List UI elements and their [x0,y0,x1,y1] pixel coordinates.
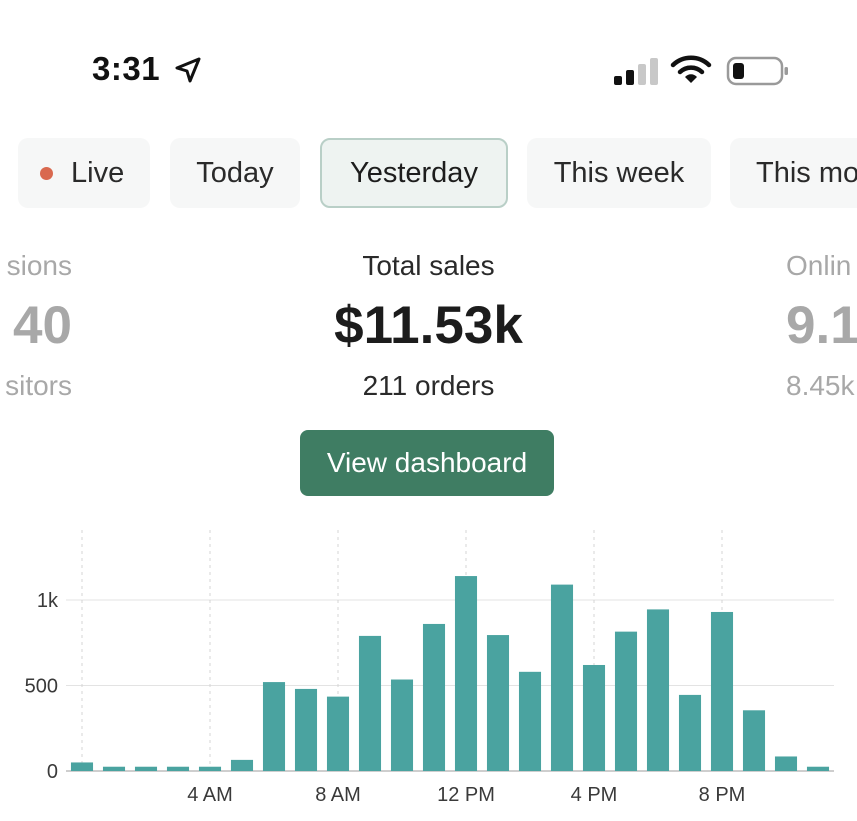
bar-4-pm[interactable] [582,664,606,771]
bar-12-pm[interactable] [454,576,478,771]
bar-2-pm[interactable] [518,671,542,771]
status-time: 3:31 [92,50,161,87]
total-sales-value: $11.53k [334,296,523,355]
bar-8-am[interactable] [326,696,350,771]
bar-1-pm[interactable] [486,635,510,771]
tab-today-label: Today [196,156,274,189]
view-dashboard-button[interactable]: View dashboard [300,430,554,496]
bar-4-am[interactable] [198,766,222,771]
y-tick-label: 500 [25,676,58,698]
location-arrow-icon [175,57,201,83]
bar-9-pm[interactable] [742,710,766,771]
y-tick-label: 0 [47,761,58,783]
bar-10-am[interactable] [390,679,414,771]
tab-live[interactable]: Live [18,138,150,208]
online-sub: 8.45k [786,370,855,401]
x-tick-label: 4 AM [187,784,233,806]
bar-3-am[interactable] [166,766,190,771]
battery-icon [726,56,788,86]
online-label: Onlin [786,250,852,281]
bar-7-am[interactable] [294,688,318,771]
bar-7-pm[interactable] [678,694,702,771]
x-tick-label: 4 PM [571,784,618,806]
tab-yesterday-label: Yesterday [350,156,478,189]
bar-6-pm[interactable] [646,609,670,771]
bar-6-am[interactable] [262,682,286,771]
sessions-metric-card[interactable]: sions 40 sitors [0,240,72,410]
bar-5-am[interactable] [230,759,254,771]
y-tick-label: 1k [37,590,59,612]
bar-11-am[interactable] [422,623,446,771]
bar-1-am[interactable] [102,766,126,771]
cellular-signal-icon [614,58,658,85]
tab-this-week[interactable]: This week [527,138,711,208]
live-dot-icon [40,166,53,180]
wifi-icon [670,55,712,83]
x-tick-label: 12 PM [437,784,495,806]
online-value: 9.1 [786,296,857,355]
hourly-sales-chart: 0 500 1k 4 AM 8 AM 12 PM 4 PM 8 PM [0,520,857,821]
tab-today[interactable]: Today [170,138,300,208]
tab-this-week-label: This week [553,156,685,189]
tab-yesterday[interactable]: Yesterday [320,138,508,208]
sessions-sub: sitors [5,370,72,401]
tab-this-month[interactable]: This mo [730,138,857,208]
bar-11-pm[interactable] [806,766,830,771]
sessions-label: sions [6,250,72,281]
x-tick-label: 8 AM [315,784,361,806]
bar-12-am[interactable] [70,762,94,771]
x-tick-label: 8 PM [699,784,746,806]
online-metric-card[interactable]: Onlin 9.1 8.45k [786,240,857,410]
bar-8-pm[interactable] [710,611,734,771]
bar-9-am[interactable] [358,635,382,771]
tab-this-month-label: This mo [756,156,857,189]
total-sales-label: Total sales [362,250,495,281]
bar-10-pm[interactable] [774,756,798,771]
sessions-value: 40 [13,296,72,355]
bar-5-pm[interactable] [614,631,638,771]
total-sales-metric: Total sales $11.53k 211 orders [0,240,857,412]
bar-3-pm[interactable] [550,584,574,771]
total-orders: 211 orders [362,370,495,401]
tab-live-label: Live [71,156,125,189]
date-range-tabs: Live Today Yesterday This week This mo [0,138,857,210]
bar-2-am[interactable] [134,766,158,771]
hourly-sales-chart-svg: 0 500 1k 4 AM 8 AM 12 PM 4 PM 8 PM [25,530,834,806]
